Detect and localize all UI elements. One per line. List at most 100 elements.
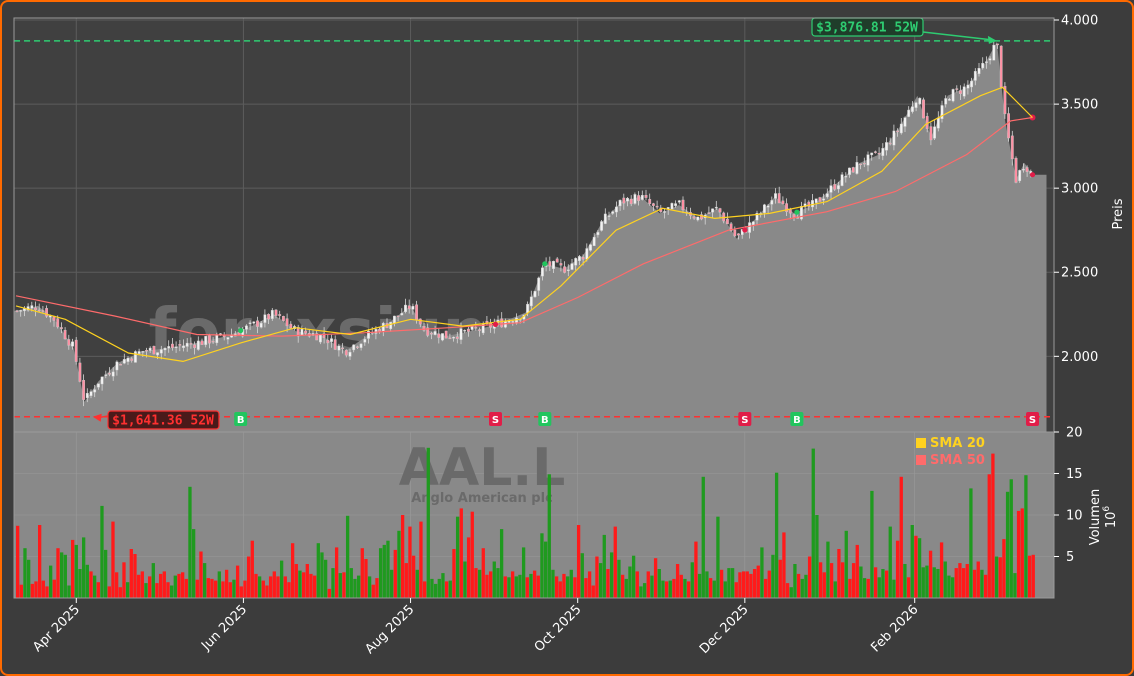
volume-bar [349,568,353,598]
candle-body [866,154,870,166]
volume-bar [987,474,991,598]
candle-body [981,63,985,69]
volume-bar [573,577,577,599]
volume-bar [881,569,885,598]
volume-bar [822,572,826,598]
volume-bar [815,515,819,598]
candle-body [563,266,567,273]
low-arrowhead [92,413,102,422]
volume-bar [672,578,676,598]
volume-bar [969,488,973,598]
volume-bar [188,486,192,598]
candle-body [415,304,418,320]
candle-body [629,198,633,205]
volume-bar [470,511,474,598]
candle-body [644,194,648,198]
volume-bar [741,571,746,598]
volume-bar [19,584,23,598]
legend-swatch-sma50 [916,455,926,465]
candle-body [89,391,93,396]
volume-bar [925,565,929,598]
signal-s-marker [488,412,502,426]
volume-bar [609,552,614,598]
volume-bar [144,583,148,598]
candle-body [104,374,108,376]
signal-s-dot [492,321,499,327]
candle-body [711,208,715,213]
candle-body [441,333,444,341]
candle-body [459,328,463,340]
volume-bar [485,574,489,598]
volume-bar [133,554,137,598]
candle-body [537,277,541,291]
volume-bar [892,579,896,598]
volume-bar [492,561,496,598]
candle-body [60,327,63,329]
volume-bar [38,525,42,598]
volume-bar [63,554,67,598]
candle-body [185,342,189,347]
volume-bar [323,559,328,598]
volume-bar [477,569,482,598]
volume-bar [958,563,962,598]
volume-bar [118,587,122,598]
volume-bar [562,573,566,598]
candle-body [607,215,611,217]
volume-bar [877,577,881,599]
signal-s-marker [738,412,752,426]
candle-body [929,126,933,141]
volume-bar [620,574,625,598]
candle-body [896,130,900,132]
volume-bar [785,583,790,598]
volume-bar [290,543,295,598]
volume-bar [272,571,276,598]
volume-bar [1009,479,1013,598]
signal-b-label: B [793,415,801,426]
volume-bar [378,548,383,598]
candle-body [729,223,733,231]
candle-body [96,383,100,388]
candle-body [45,308,49,317]
volume-bar [180,572,185,598]
volume-bar [628,566,632,598]
candle-body [211,341,215,343]
volume-bar [166,582,170,598]
volume-tick-label: 10 [1066,509,1083,524]
candle-body [999,45,1003,88]
volume-bar [411,555,416,598]
volume-bar [547,474,551,598]
candle-body [500,318,504,328]
volume-bar [554,576,559,598]
candle-body [422,326,426,331]
candle-body [566,269,570,271]
candle-body [622,197,626,204]
volume-bar [503,576,507,598]
volume-bar [789,587,793,598]
volume-bar [899,476,903,598]
candle-body [848,167,851,175]
candle-body [870,152,874,156]
candle-body [467,328,470,332]
candle-body [56,318,60,328]
volume-bar [309,573,313,598]
price-y-axis: 2.000 2.500 3.000 3.500 4.000 [1054,14,1098,365]
candle-body [193,344,196,349]
volume-bar [162,571,166,598]
volume-bar [980,569,984,598]
candle-body [936,117,940,129]
volume-bar [510,571,515,598]
signal-s-dot [1029,172,1036,178]
candle-body [737,233,740,236]
candle-body [167,346,171,349]
volume-bar [793,564,797,598]
volume-bar [873,567,878,598]
volume-watermark: AAL.L [399,438,566,498]
volume-bar [917,538,922,598]
volume-bar [650,575,654,598]
candle-body [207,335,211,344]
candle-body [156,352,159,356]
volume-bar [268,576,273,598]
volume-bar [903,564,907,598]
volume-bar [914,535,918,599]
signal-b-marker [538,412,552,426]
